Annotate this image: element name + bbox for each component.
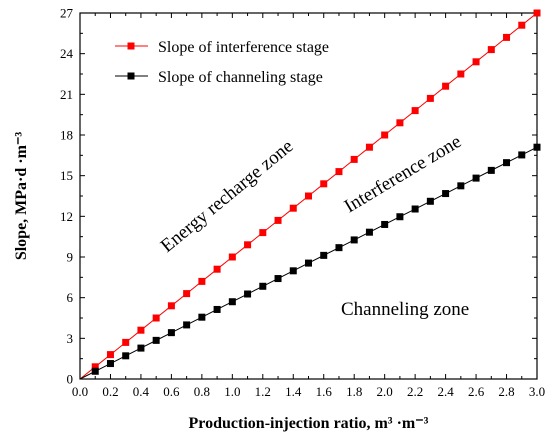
- legend: Slope of interference stage Slope of cha…: [115, 39, 329, 86]
- data-point: [457, 70, 465, 78]
- data-point: [350, 155, 358, 163]
- x-axis-title: Production-injection ratio, m³ ·m⁻³: [189, 415, 429, 432]
- data-point: [503, 159, 511, 167]
- x-tick-label: 3.0: [529, 384, 545, 399]
- data-point: [365, 228, 373, 236]
- data-point: [122, 338, 130, 346]
- data-point: [183, 290, 191, 298]
- data-point: [381, 131, 389, 139]
- data-point: [533, 143, 541, 151]
- legend-marker-channeling: [127, 72, 135, 80]
- data-point: [396, 119, 404, 127]
- data-point: [411, 205, 419, 213]
- x-tick-label: 1.6: [316, 384, 333, 399]
- data-point: [457, 182, 465, 190]
- data-point: [244, 290, 252, 298]
- x-tick-label: 1.8: [346, 384, 362, 399]
- data-point: [289, 204, 297, 212]
- data-point: [152, 336, 160, 344]
- x-tick-label: 0.8: [194, 384, 210, 399]
- data-point: [503, 33, 511, 41]
- y-tick-label: 27: [60, 6, 74, 21]
- data-point: [518, 151, 526, 159]
- y-axis-title: Slope, MPa·d ·m⁻³: [13, 132, 30, 261]
- data-point: [442, 82, 450, 90]
- data-point: [167, 329, 175, 337]
- data-point: [244, 241, 252, 249]
- data-point: [106, 360, 114, 368]
- data-point: [213, 265, 221, 273]
- data-point: [167, 302, 175, 310]
- x-tick-label: 0.4: [133, 384, 150, 399]
- data-point: [91, 367, 99, 375]
- data-point: [259, 229, 267, 237]
- data-point: [198, 277, 206, 285]
- y-tick-label: 24: [60, 46, 74, 61]
- y-tick-label: 9: [67, 250, 74, 265]
- data-point: [137, 326, 145, 334]
- data-point: [183, 321, 191, 329]
- data-point: [396, 213, 404, 221]
- y-tick-label: 15: [60, 168, 73, 183]
- y-tick-label: 6: [67, 290, 74, 305]
- data-point: [228, 253, 236, 261]
- data-point: [533, 9, 541, 17]
- data-point: [228, 298, 236, 306]
- data-point: [137, 344, 145, 352]
- data-point: [350, 236, 358, 244]
- x-tick-label: 2.0: [377, 384, 393, 399]
- data-point: [259, 282, 267, 290]
- data-point: [472, 58, 480, 66]
- y-tick-label: 12: [60, 209, 73, 224]
- x-tick-label: 0.0: [72, 384, 88, 399]
- data-point: [487, 166, 495, 174]
- x-tick-label: 1.4: [285, 384, 302, 399]
- x-tick-label: 1.2: [255, 384, 271, 399]
- y-tick-label: 18: [60, 128, 73, 143]
- data-point: [365, 143, 373, 151]
- x-tick-label: 2.4: [437, 384, 454, 399]
- y-tick-label: 3: [67, 331, 74, 346]
- series-channeling: [79, 143, 541, 380]
- x-tick-label: 1.0: [224, 384, 240, 399]
- data-point: [487, 46, 495, 54]
- data-point: [442, 190, 450, 198]
- data-point: [426, 94, 434, 102]
- data-point: [411, 107, 419, 115]
- data-point: [274, 216, 282, 224]
- data-point: [305, 259, 312, 267]
- legend-label-channeling: Slope of channeling stage: [158, 69, 323, 86]
- data-point: [122, 352, 130, 360]
- x-tick-label: 2.8: [498, 384, 514, 399]
- data-point: [274, 275, 282, 283]
- x-tick-label: 0.2: [102, 384, 118, 399]
- data-point: [335, 244, 343, 252]
- data-point: [320, 251, 328, 259]
- data-point: [320, 180, 328, 188]
- data-point: [91, 363, 99, 371]
- x-tick-label: 2.6: [468, 384, 485, 399]
- y-tick-label: 21: [60, 87, 73, 102]
- data-point: [106, 351, 114, 359]
- data-point: [335, 168, 343, 176]
- data-point: [472, 174, 480, 182]
- legend-marker-interference: [127, 42, 135, 50]
- data-point: [518, 21, 526, 29]
- series-interference: [79, 9, 541, 380]
- series-layer: [79, 9, 541, 380]
- data-point: [426, 197, 434, 205]
- x-tick-label: 0.6: [163, 384, 180, 399]
- data-point: [152, 314, 160, 322]
- x-tick-label: 2.2: [407, 384, 423, 399]
- data-point: [381, 220, 389, 228]
- annotation-channeling-zone: Channeling zone: [341, 299, 469, 320]
- data-point: [305, 192, 312, 200]
- data-point: [213, 305, 221, 313]
- axis-ticks: 0.0 0.2 0.4 0.6 0.8 1.0 1.2 1.4 1.6 1.8 2.0 2.2 2.4 2…: [60, 6, 545, 400]
- y-tick-label: 0: [67, 372, 74, 387]
- data-point: [289, 267, 297, 275]
- legend-label-interference: Slope of interference stage: [158, 39, 329, 56]
- data-point: [198, 313, 206, 321]
